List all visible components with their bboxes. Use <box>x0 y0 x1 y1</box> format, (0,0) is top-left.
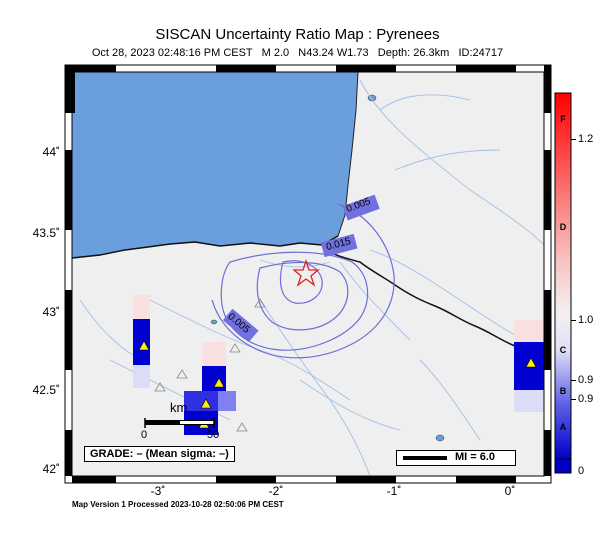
grade-box: GRADE: – (Mean sigma: –) <box>84 446 235 462</box>
station-icon <box>176 369 188 379</box>
lon-tick: -3˚ <box>150 484 166 498</box>
lat-tick: 44˚ <box>42 145 60 159</box>
colorbar <box>554 92 572 460</box>
map-frame <box>64 64 552 484</box>
station-icon <box>154 382 166 392</box>
colorbar-grade: B <box>559 386 567 396</box>
contours <box>211 203 395 359</box>
scale-unit: km <box>170 400 188 415</box>
lake <box>435 434 445 442</box>
sea-area <box>71 71 359 259</box>
station-icon <box>138 340 150 351</box>
lon-tick: 0˚ <box>504 484 516 498</box>
contour-labels <box>222 194 380 343</box>
scale-end: 50 <box>207 429 220 441</box>
event-subtitle: Oct 28, 2023 02:48:16 PM CEST M 2.0 N43.… <box>91 47 504 59</box>
station-icon <box>200 398 212 409</box>
colorbar-grade: D <box>559 222 567 232</box>
colorbar-tick <box>571 320 576 321</box>
scale-start: 0 <box>141 429 148 441</box>
mi-legend-box: MI = 6.0 <box>396 450 516 466</box>
coastline <box>71 235 339 259</box>
lat-tick: 43.5˚ <box>32 226 60 240</box>
lat-tick: 42.5˚ <box>32 383 60 397</box>
epicenter-star-icon <box>292 258 320 287</box>
colorbar-value: 1.0 <box>578 314 594 326</box>
lon-tick: -1˚ <box>386 484 402 498</box>
mi-line <box>403 456 447 460</box>
lat-tick: 42˚ <box>42 462 60 476</box>
colorbar-min-swatch <box>554 458 572 474</box>
lat-tick: 43˚ <box>42 305 60 319</box>
station-icon <box>229 343 241 353</box>
colorbar-grade: A <box>559 422 567 432</box>
colorbar-value: 0.9 <box>578 393 594 405</box>
colorbar-value: 0.9 <box>578 374 594 386</box>
colorbar-tick <box>571 399 576 400</box>
lon-tick: -2˚ <box>268 484 284 498</box>
map-title: SISCAN Uncertainty Ratio Map : Pyrenees <box>155 26 440 43</box>
station-icon <box>254 298 266 308</box>
colorbar-grade: F <box>560 114 566 124</box>
station-icon <box>236 422 248 432</box>
colorbar-value: 1.2 <box>578 133 594 145</box>
footer-processed: Map Version 1 Processed 2023-10-28 02:50… <box>72 500 284 509</box>
lake <box>210 319 218 325</box>
station-icon <box>525 357 537 368</box>
national-border <box>321 244 545 351</box>
colorbar-value: 0 <box>578 465 585 477</box>
mi-label: MI = 6.0 <box>455 451 496 463</box>
colorbar-grade: C <box>559 345 567 355</box>
rivers <box>79 79 545 477</box>
colorbar-tick <box>571 380 576 381</box>
scale-bar-graphic <box>144 418 215 428</box>
station-icon <box>213 377 225 388</box>
colorbar-tick <box>571 139 576 140</box>
